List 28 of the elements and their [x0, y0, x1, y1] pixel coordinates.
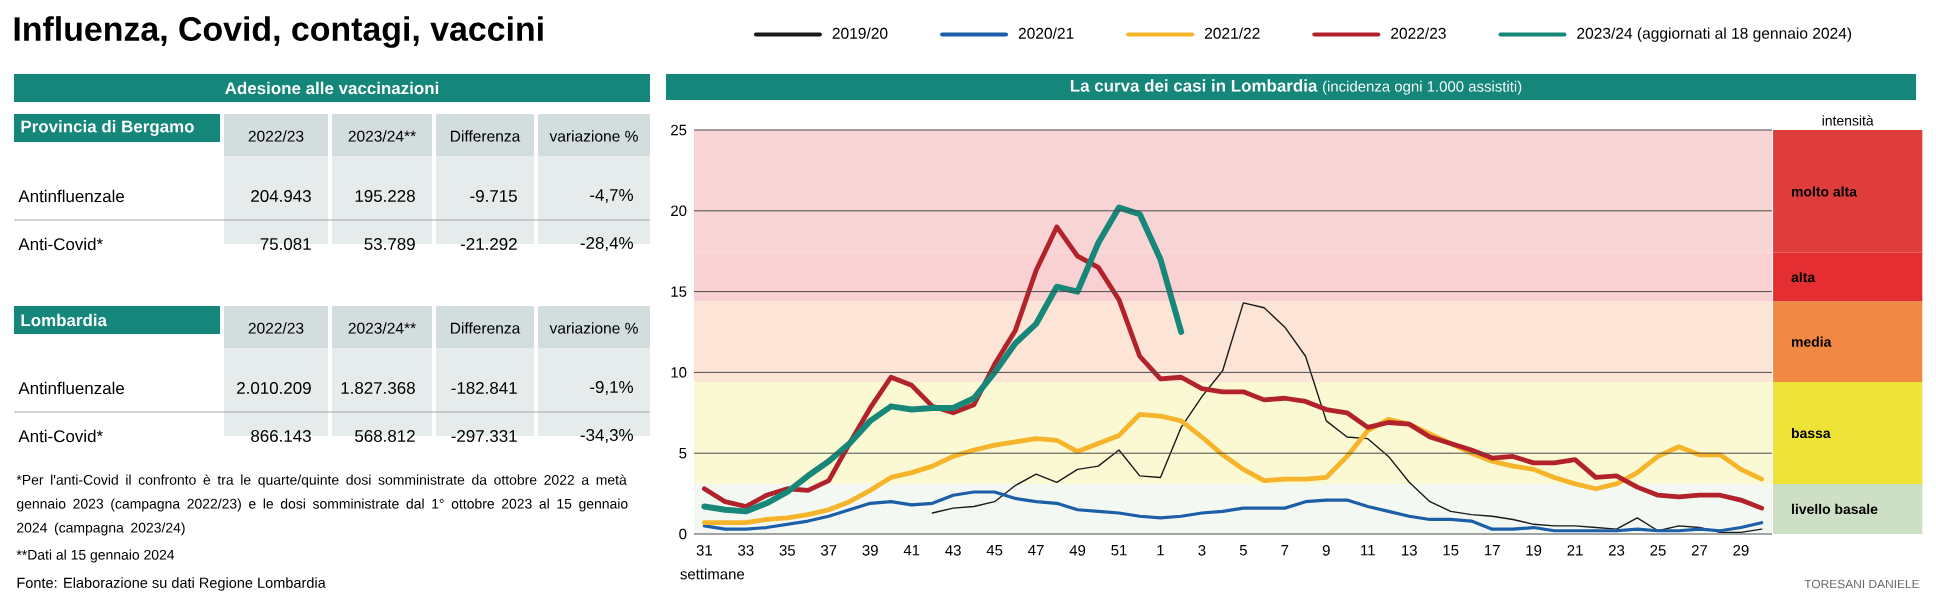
text: -9.715 [470, 190, 517, 202]
chart-title: La curva dei casi in Lombardia [1070, 79, 1318, 92]
text: 195.228 [355, 190, 415, 202]
text: Provincia di Bergamo [21, 120, 194, 136]
text: Adesione alle vaccinazioni [225, 81, 439, 95]
text: 2.010.209 [237, 382, 311, 394]
text: -182.841 [451, 382, 517, 394]
text: 204.943 [251, 190, 311, 202]
line-series [931, 302, 1763, 534]
text: -4,7% [590, 189, 634, 203]
text: Anti-Covid* [18, 237, 103, 251]
text: 568.812 [355, 430, 415, 442]
text: Antinfluenzale [18, 189, 125, 203]
line-series [701, 204, 1185, 515]
text: -9,1% [590, 381, 634, 395]
text: -28,4% [580, 237, 634, 251]
line-series [701, 224, 1765, 511]
text: 1.827.368 [341, 382, 415, 394]
text: -34,3% [580, 429, 634, 443]
text: 53.789 [364, 238, 415, 250]
text: -21.292 [460, 238, 517, 250]
text: Influenza, Covid, contagi, vaccini [14, 16, 543, 48]
text: 866.143 [251, 430, 311, 442]
text: Anti-Covid* [18, 429, 103, 443]
text: Lombardia [21, 313, 108, 327]
text: -297.331 [451, 430, 517, 442]
text: 75.081 [260, 238, 311, 250]
text: Antinfluenzale [18, 381, 125, 395]
